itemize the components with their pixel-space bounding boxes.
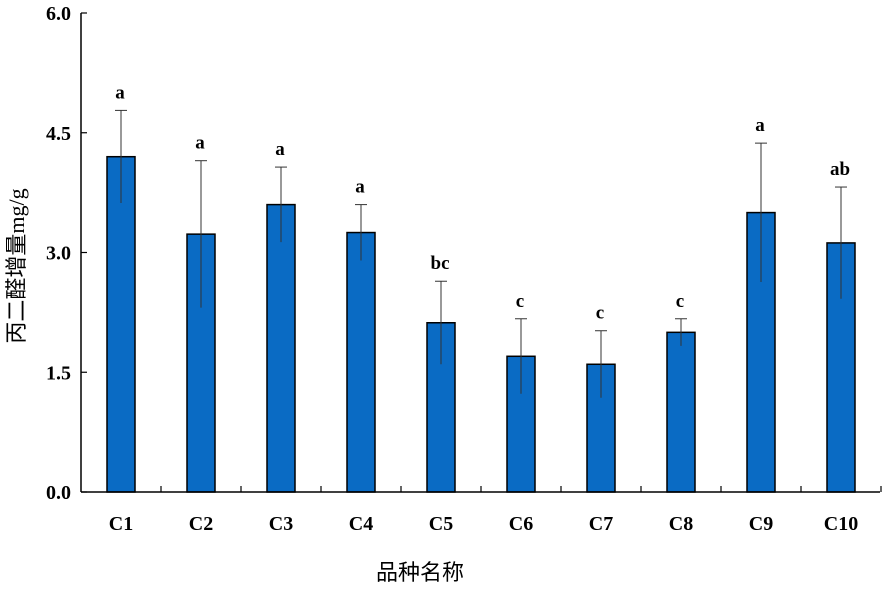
y-tick-label: 3.0 bbox=[46, 243, 71, 265]
x-axis-title: 品种名称 bbox=[376, 560, 464, 585]
y-tick-label: 6.0 bbox=[46, 3, 71, 25]
y-axis-title: 丙二醛增量mg/g bbox=[4, 188, 29, 343]
significance-label: c bbox=[596, 303, 604, 324]
x-tick-label: C1 bbox=[109, 513, 133, 535]
bars-layer bbox=[106, 155, 856, 493]
ticks-layer bbox=[81, 12, 882, 493]
significance-label: a bbox=[115, 82, 125, 103]
significance-label: bc bbox=[431, 253, 450, 274]
y-tick-label: 0.0 bbox=[46, 482, 71, 504]
x-tick-label: C2 bbox=[189, 513, 213, 535]
x-tick-label: C7 bbox=[589, 513, 613, 535]
x-tick-label: C6 bbox=[509, 513, 533, 535]
bar bbox=[346, 231, 376, 493]
significance-label: ab bbox=[830, 159, 850, 180]
bar bbox=[106, 155, 136, 493]
x-tick-label: C8 bbox=[669, 513, 693, 535]
x-tick-label: C5 bbox=[429, 513, 453, 535]
bar bbox=[666, 331, 696, 493]
y-tick-label: 4.5 bbox=[46, 123, 71, 145]
y-tick-label: 1.5 bbox=[46, 362, 71, 384]
x-tick-label: C9 bbox=[749, 513, 773, 535]
significance-label: c bbox=[676, 291, 684, 312]
error-bars-layer bbox=[115, 109, 847, 398]
x-tick-label: C3 bbox=[269, 513, 293, 535]
bar bbox=[586, 363, 616, 493]
significance-label: c bbox=[516, 291, 524, 312]
labels-layer: 0.0 1.5 3.0 4.5 6.0 C1 a C2 a C3 a C4 a C5 bc C6 c C7 c C8 c… bbox=[46, 3, 858, 535]
x-tick-label: C10 bbox=[824, 513, 858, 535]
bar bbox=[266, 203, 296, 493]
significance-label: a bbox=[355, 177, 365, 198]
significance-label: a bbox=[755, 115, 765, 136]
significance-label: a bbox=[195, 133, 205, 154]
x-tick-label: C4 bbox=[349, 513, 373, 535]
significance-label: a bbox=[275, 139, 285, 160]
